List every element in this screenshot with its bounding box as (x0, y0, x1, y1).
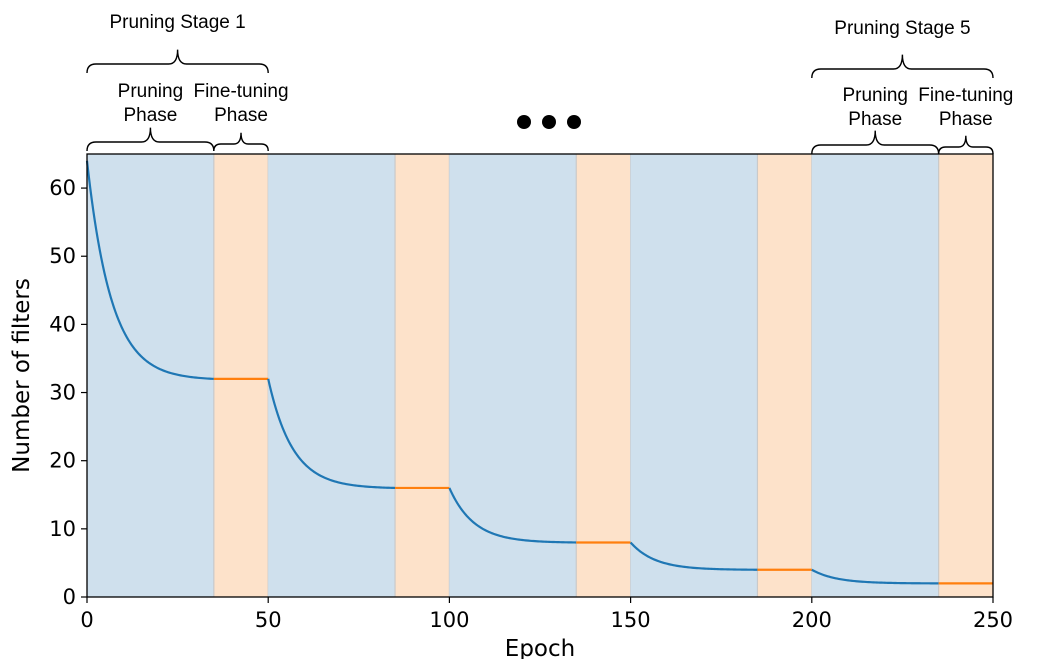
finetune-band-2 (395, 154, 450, 597)
stage-5-pruning-label-line1: Pruning (842, 85, 908, 106)
pruning-band-1 (87, 154, 214, 597)
stage-annotations: Pruning Stage 1 Pruning Phase Fine-tuning Ph… (86, 12, 1013, 155)
y-axis-label: Number of filters (9, 278, 35, 473)
phase-bands (87, 154, 993, 597)
pruning-band-5 (811, 154, 939, 597)
y-tick-label: 30 (49, 381, 76, 405)
stage-1-pruning-label-line1: Pruning (118, 81, 184, 102)
finetune-band-5 (938, 154, 993, 597)
y-tick-label: 40 (49, 312, 76, 336)
pruning-curve-1 (85, 160, 214, 381)
y-tick-label: 60 (49, 176, 76, 200)
stage-1-finetune-label-line1: Fine-tuning (193, 81, 288, 102)
y-axis-ticks: 0 10 20 30 40 50 60 (49, 176, 87, 609)
ellipsis-dots (517, 115, 581, 129)
y-tick-label: 50 (49, 244, 76, 268)
pruning-curve-5 (811, 568, 939, 585)
stage-5-brace (811, 54, 994, 79)
pruning-band-4 (630, 154, 758, 597)
x-tick-label: 100 (429, 608, 469, 632)
pruning-curve-4 (629, 541, 758, 571)
stage-1-finetune-label-line2: Phase (214, 105, 268, 126)
x-tick-label: 0 (80, 608, 93, 632)
x-tick-label: 250 (973, 608, 1013, 632)
y-tick-label: 10 (49, 517, 76, 541)
x-tick-label: 150 (611, 608, 651, 632)
stage-1-pruning-label-line2: Phase (123, 105, 177, 126)
ellipsis-dot-2 (542, 115, 556, 129)
stage-1-finetune-brace (213, 132, 269, 152)
stage-5-finetune-label-line1: Fine-tuning (918, 85, 1013, 106)
ellipsis-dot-3 (567, 115, 581, 129)
finetune-band-3 (576, 154, 631, 597)
finetune-band-4 (757, 154, 812, 597)
stage-5-finetune-label-line2: Phase (939, 109, 993, 130)
stage-1-brace (86, 49, 269, 74)
stage-1-label: Pruning Stage 1 (109, 12, 245, 33)
pruning-band-3 (449, 154, 577, 597)
ellipsis-dot-1 (517, 115, 531, 129)
series-lines (85, 160, 993, 585)
pruning-curve-3 (448, 487, 577, 544)
stage-5-pruning-brace (811, 130, 940, 155)
pruning-band-2 (268, 154, 396, 597)
stage-5-label: Pruning Stage 5 (834, 18, 970, 39)
y-tick-label: 20 (49, 449, 76, 473)
x-axis-ticks: 0 50 100 150 200 250 (80, 597, 1013, 632)
stage-1-pruning-brace (86, 127, 215, 152)
finetune-band-1 (213, 154, 269, 597)
x-tick-label: 50 (255, 608, 282, 632)
x-tick-label: 200 (792, 608, 832, 632)
pruning-curve-2 (267, 378, 396, 490)
y-tick-label: 0 (63, 585, 76, 609)
stage-5-pruning-label-line2: Phase (848, 109, 902, 130)
x-axis-label: Epoch (505, 636, 575, 659)
stage-5-finetune-brace (937, 135, 994, 155)
plot-frame (86, 153, 994, 598)
